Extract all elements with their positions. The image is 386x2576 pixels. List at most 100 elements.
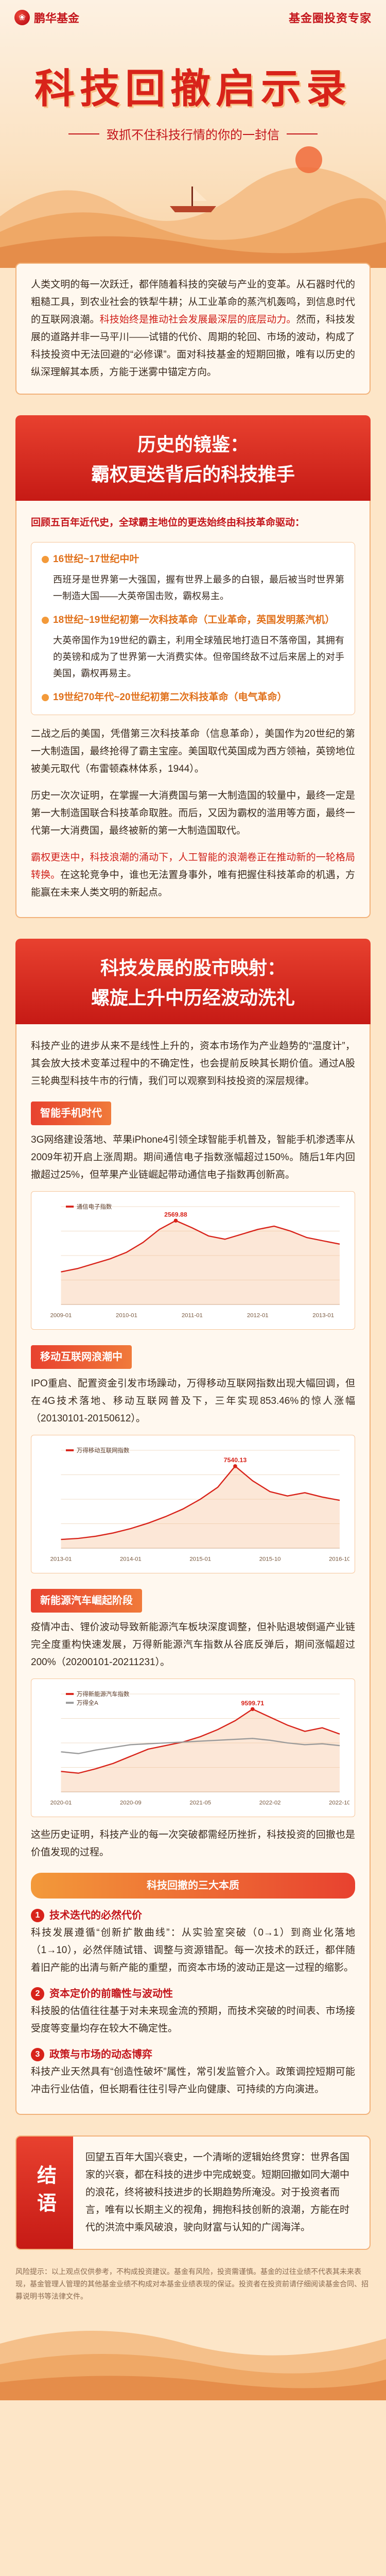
number-badge-icon: 1 [31,1909,44,1922]
page: ❀ 鹏华基金 基金圈投资专家 科技回撤启示录 致抓不住科技行情的你的一封信 [0,0,386,2400]
brand-name: 鹏华基金 [34,12,80,25]
x-tick-label: 2022-02 [259,1800,281,1806]
series-area [61,1221,340,1304]
conclusion-text: 回望五百年大国兴衰史，一个清晰的逻辑始终贯穿：世界各国家的兴衰，都在科技的进步中… [85,2152,350,2233]
number-badge-icon: 2 [31,1987,44,2001]
brand-tagline: 基金圈投资专家 [288,12,372,25]
chart-1: 2009-01 2010-01 2011-01 2012-01 2013-01 通信电子指… [31,1191,355,1330]
era-head-1: 16世纪~17世纪中叶 [42,551,344,568]
principle-3: 3 政策与市场的动态博弈 科技产业天然具有“创造性破坏”属性，常引发监管介入。政策… [31,2046,355,2098]
series-line [61,1219,340,1273]
intro-text-before: 人类文明的每一次跃迁，都伴随着科技的突破与产业的变革。从石器时代的粗糙工具，到农… [31,279,355,325]
chart-1-svg: 2009-01 2010-01 2011-01 2012-01 2013-01 通信电子指… [50,1203,340,1319]
wave-landscape-icon [0,2331,386,2400]
top-bar: ❀ 鹏华基金 基金圈投资专家 [0,0,386,26]
phase-tag-2: 移动互联网浪潮中 [31,1345,132,1369]
era-head-2-text: 18世纪~19世纪初第一次科技革命（工业革命，英国发明蒸汽机） [53,615,335,625]
phase-tag-3: 新能源汽车崛起阶段 [31,1589,142,1613]
section2-summary: 这些历史证明，科技产业的每一次突破都需经历挫折，科技投资的回撤也是价值发现的过程… [31,1829,355,1858]
principle-2-text: 科技股的估值往往基于对未来现金流的预期，而技术突破的时间表、市场接受度等变量均存… [31,2006,355,2034]
mountain-landscape-icon [0,146,386,268]
x-tick-label: 2013-01 [312,1313,334,1319]
number-badge-icon: 3 [31,2048,44,2061]
x-tick-label: 2011-01 [182,1313,203,1319]
principles-head: 科技回撤的三大本质 [31,1873,355,1899]
page-title: 科技回撤启示录 [34,65,352,112]
section2-title-line2: 螺旋上升中历经波动洗礼 [91,987,295,1008]
section1-para2: 二战之后的美国，凭借第三次科技革命（信息革命），美国作为20世纪的第一大制造国，… [31,728,355,774]
intro-highlight: 科技始终是推动社会发展最深层的底层动力。 [99,314,296,325]
x-tick-label: 2022-10 [329,1800,349,1806]
phase-text-2: IPO重启、配置资金引发市场躁动，万得移动互联网指数出现大幅回调，但在4G技术落… [31,1378,355,1424]
x-tick-label: 2021-05 [189,1800,211,1806]
series-area [61,1709,340,1792]
chart-2-svg: 2013-01 2014-01 2015-01 2015-10 2016-10 万得移动互… [50,1447,349,1563]
chart-3: 2020-01 2020-09 2021-05 2022-02 2022-10 万得新能源… [31,1679,355,1817]
chart-3-svg: 2020-01 2020-09 2021-05 2022-02 2022-10 万得新能源… [50,1690,349,1806]
principle-1: 1 技术迭代的必然代价 科技发展遵循“创新扩散曲线”：从实验室突破（0→1）到商业… [31,1907,355,1977]
legend-label: 通信电子指数 [77,1203,112,1210]
legend-swatch [66,1449,74,1451]
principle-2-title: 资本定价的前瞻性与波动性 [49,1988,173,1999]
principle-3-title: 政策与市场的动态博弈 [49,2049,152,2060]
x-tick-label: 2015-10 [259,1556,281,1563]
series-area [61,1466,340,1548]
series-line [61,1465,340,1540]
x-tick-label: 2012-01 [247,1313,269,1319]
x-tick-label: 2015-01 [189,1556,211,1563]
bullet-icon [42,617,49,624]
section1-para4-text: 在这轮竞争中，谁也无法置身事外，唯有把握住科技革命的机遇，方能赢在未来人类文明的… [31,870,355,898]
section1-para3: 历史一次次证明，在掌握一大消费国与第一大制造国的较量中，最终一定是第一大制造国联… [31,790,355,836]
era-head-1-text: 16世纪~17世纪中叶 [53,554,139,565]
peak-label: 2569.88 [164,1211,187,1218]
section2-banner: 科技发展的股市映射： 螺旋上升中历经波动洗礼 [15,939,371,1024]
divider-left [68,133,99,134]
brand: ❀ 鹏华基金 [14,9,79,26]
section1-title-line1: 历史的镜鉴： [137,434,249,455]
conclusion-tab: 结语 [16,2137,73,2249]
x-tick-label: 2014-01 [120,1556,142,1563]
x-tick-label: 2010-01 [116,1313,137,1319]
intro-text-after: 然而，科技发展的道路并非一马平川——试错的代价、周期的轮回、市场的波动，构成了科… [31,314,355,378]
section1-body: 回顾五百年近代史，全球霸主地位的更迭始终由科技革命驱动： 16世纪~17世纪中叶… [15,501,371,918]
x-tick-label: 2020-01 [50,1800,72,1806]
peak-point [250,1707,255,1711]
principle-1-text: 科技发展遵循“创新扩散曲线”：从实验室突破（0→1）到商业化落地（1→10），必… [31,1927,355,1973]
risk-disclaimer: 风险提示：以上观点仅供参考，不构成投资建议。基金有风险，投资需谨慎。基金的过往业… [15,2267,369,2300]
era-text-1: 西班牙是世界第一大强国，握有世界上最多的白银，最后被当时世界第一制造大国——大英… [53,574,344,601]
series-line [61,1708,340,1774]
intro-card: 人类文明的每一次跃迁，都伴随着科技的突破与产业的变革。从石器时代的粗糙工具，到农… [15,263,371,395]
section1-para4: 霸权更迭中，科技浪潮的涌动下，人工智能的浪潮卷正在推动新的一轮格局转换。在这轮竞… [31,849,355,902]
x-tick-label: 2016-10 [329,1556,349,1563]
x-tick-label: 2009-01 [50,1313,72,1319]
legend-label: 万得新能源汽车指数 [77,1690,130,1698]
era-text-2: 大英帝国作为19世纪的霸主，利用全球殖民地打造日不落帝国，其拥有的英镑和成为了世… [53,635,344,679]
page-subtitle: 致抓不住科技行情的你的一封信 [0,125,386,143]
era-head-2: 18世纪~19世纪初第一次科技革命（工业革命，英国发明蒸汽机） [42,612,344,629]
principle-1-title: 技术迭代的必然代价 [49,1910,142,1921]
chart-2: 2013-01 2014-01 2015-01 2015-10 2016-10 万得移动互… [31,1435,355,1573]
legend-swatch [66,1693,74,1695]
principle-3-head: 3 政策与市场的动态博弈 [31,2046,355,2063]
peak-label: 7540.13 [224,1456,247,1464]
legend-label: 万得移动互联网指数 [77,1447,130,1454]
era-timeline: 16世纪~17世纪中叶 西班牙是世界第一大强国，握有世界上最多的白银，最后被当时… [31,542,355,715]
x-tick-label: 2020-09 [120,1800,142,1806]
hero-header: ❀ 鹏华基金 基金圈投资专家 科技回撤启示录 致抓不住科技行情的你的一封信 [0,0,386,268]
brand-logo-icon: ❀ [14,10,30,25]
section2-body: 科技产业的进步从来不是线性上升的，资本市场作为产业趋势的“温度计”，其会放大技术… [15,1024,371,2115]
section1-para4-red: 霸权更迭中，科技浪潮的涌动下，人工智能的浪潮卷正在推动新的一轮格局转换。 [31,852,355,880]
phase-text-1: 3G网络建设落地、苹果iPhone4引领全球智能手机普及，智能手机渗透率从200… [31,1134,355,1180]
legend-label: 万得全A [77,1699,98,1706]
section1-title-line2: 霸权更迭背后的科技推手 [91,464,295,485]
principle-3-text: 科技产业天然具有“创造性破坏”属性，常引发监管介入。政策调控短期可能冲击行业估值… [31,2066,355,2095]
peak-point [173,1218,178,1223]
section2-title-line1: 科技发展的股市映射： [100,957,286,978]
section1-lead: 回顾五百年近代史，全球霸主地位的更迭始终由科技革命驱动： [31,517,305,528]
section2-intro: 科技产业的进步从来不是线性上升的，资本市场作为产业趋势的“温度计”，其会放大技术… [31,1041,355,1087]
principle-2-head: 2 资本定价的前瞻性与波动性 [31,1985,355,2003]
principle-1-head: 1 技术迭代的必然代价 [31,1907,355,1924]
era-head-3: 19世纪70年代~20世纪初第二次科技革命（电气革命） [42,689,344,706]
conclusion-card: 结语 回望五百年大国兴衰史，一个清晰的逻辑始终贯穿：世界各国家的兴衰，都在科技的… [15,2136,371,2250]
bullet-icon [42,694,49,701]
